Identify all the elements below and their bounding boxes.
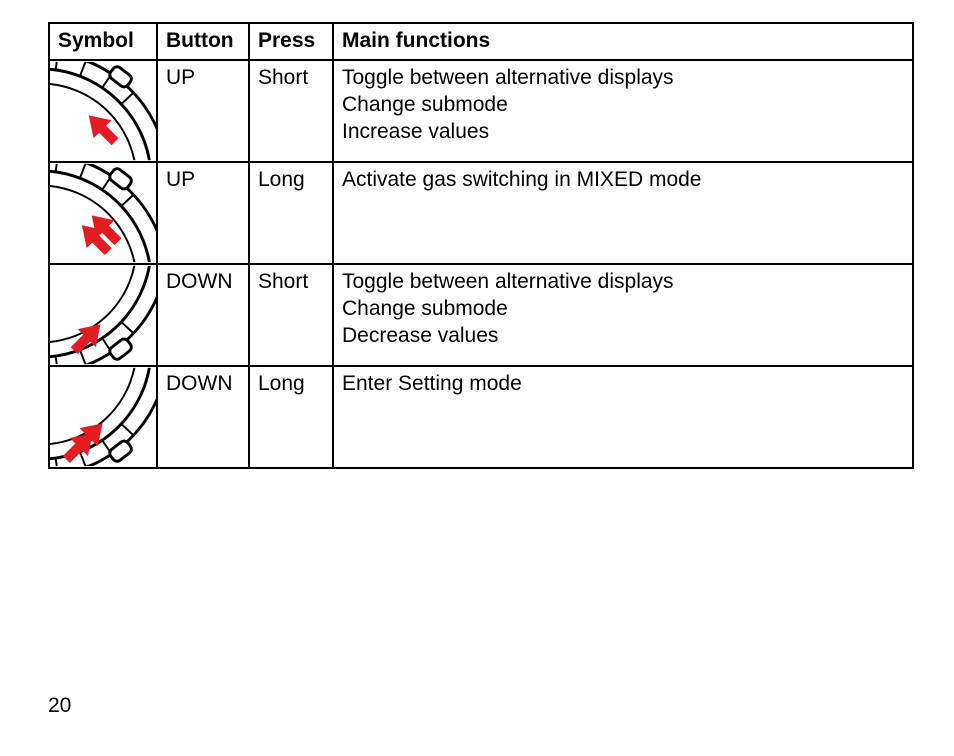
cell-button: UP xyxy=(157,60,249,162)
cell-press: Short xyxy=(249,264,333,366)
cell-button: DOWN xyxy=(157,366,249,468)
down-long-press-icon xyxy=(50,367,156,467)
col-header-press: Press xyxy=(249,23,333,60)
symbol-cell-down-short xyxy=(49,264,157,366)
symbol-cell-up-long xyxy=(49,162,157,264)
up-long-press-icon xyxy=(50,163,156,263)
symbol-cell-up-short xyxy=(49,60,157,162)
button-functions-table: Symbol Button Press Main functions xyxy=(48,22,914,469)
col-header-symbol: Symbol xyxy=(49,23,157,60)
cell-press: Long xyxy=(249,366,333,468)
down-short-press-icon xyxy=(50,265,156,365)
cell-main: Enter Setting mode xyxy=(333,366,913,468)
cell-main: Toggle between alternative displaysChang… xyxy=(333,60,913,162)
table-header-row: Symbol Button Press Main functions xyxy=(49,23,913,60)
table-row: DOWN Long Enter Setting mode xyxy=(49,366,913,468)
table-row: UP Short Toggle between alternative disp… xyxy=(49,60,913,162)
cell-button: DOWN xyxy=(157,264,249,366)
button-functions-table-wrap: Symbol Button Press Main functions xyxy=(48,22,912,469)
cell-button: UP xyxy=(157,162,249,264)
page-number: 20 xyxy=(48,694,71,718)
table-row: UP Long Activate gas switching in MIXED … xyxy=(49,162,913,264)
col-header-main: Main functions xyxy=(333,23,913,60)
cell-press: Short xyxy=(249,60,333,162)
page: Symbol Button Press Main functions xyxy=(0,0,954,756)
up-short-press-icon xyxy=(50,61,156,161)
cell-main: Activate gas switching in MIXED mode xyxy=(333,162,913,264)
cell-press: Long xyxy=(249,162,333,264)
symbol-cell-down-long xyxy=(49,366,157,468)
cell-main: Toggle between alternative displaysChang… xyxy=(333,264,913,366)
col-header-button: Button xyxy=(157,23,249,60)
table-row: DOWN Short Toggle between alternative di… xyxy=(49,264,913,366)
